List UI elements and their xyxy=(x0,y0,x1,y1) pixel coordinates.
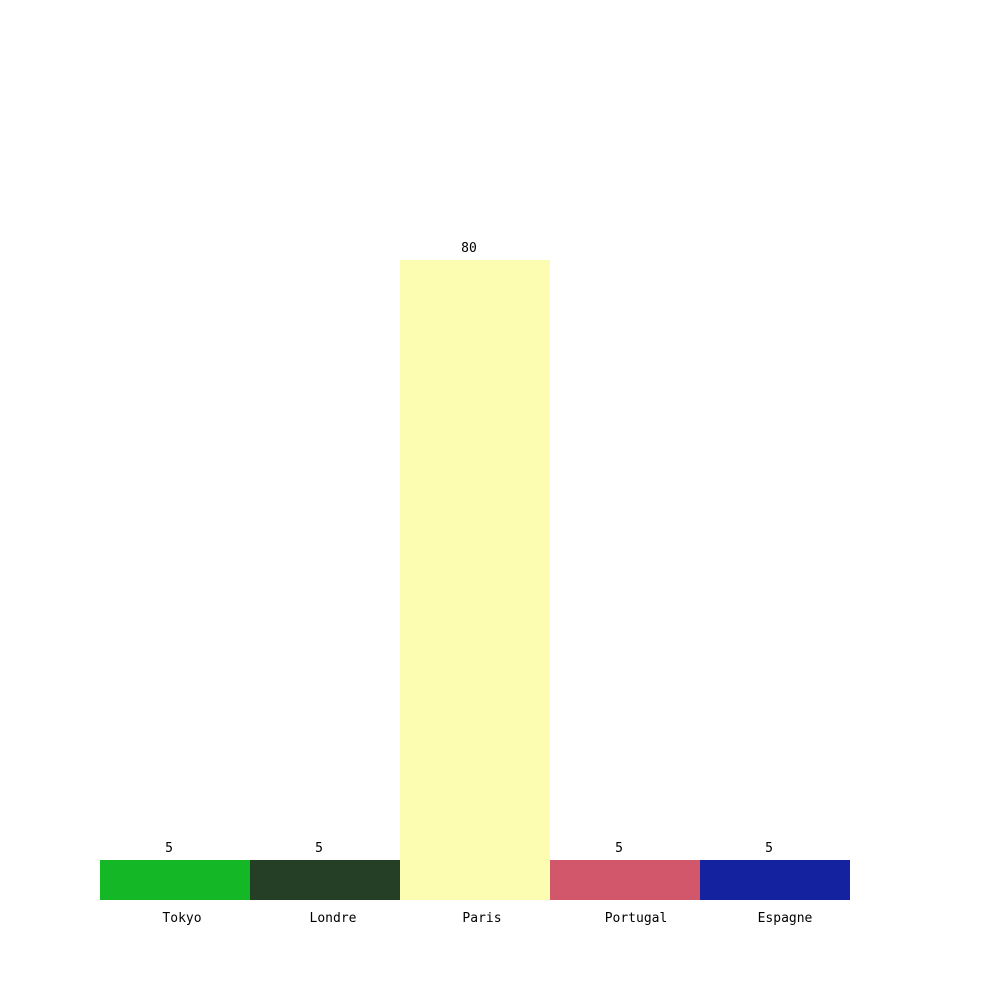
bar-paris xyxy=(400,260,550,900)
value-labels-group: 5 5 80 5 5 xyxy=(165,241,773,856)
category-labels-group: Tokyo Londre Paris Portugal Espagne xyxy=(162,911,812,926)
value-label-londre: 5 xyxy=(315,841,323,856)
bar-londre xyxy=(250,860,400,900)
bars-group xyxy=(100,260,850,900)
value-label-tokyo: 5 xyxy=(165,841,173,856)
category-label-londre: Londre xyxy=(310,911,357,926)
category-label-tokyo: Tokyo xyxy=(162,911,201,926)
value-label-espagne: 5 xyxy=(765,841,773,856)
bar-espagne xyxy=(700,860,850,900)
category-label-espagne: Espagne xyxy=(758,911,813,926)
bar-portugal xyxy=(550,860,700,900)
category-label-paris: Paris xyxy=(462,911,501,926)
category-label-portugal: Portugal xyxy=(605,911,668,926)
bar-tokyo xyxy=(100,860,250,900)
value-label-portugal: 5 xyxy=(615,841,623,856)
value-label-paris: 80 xyxy=(461,241,477,256)
